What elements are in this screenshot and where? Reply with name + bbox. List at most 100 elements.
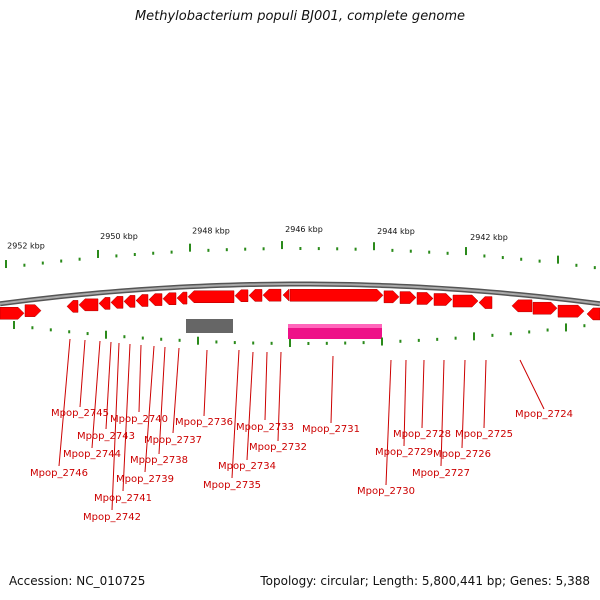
scale-tick (5, 260, 7, 269)
gene-block-gray (186, 319, 233, 333)
scale-tick (428, 250, 431, 254)
gene-arrow (557, 304, 585, 318)
scale-tick (170, 250, 173, 254)
topology-text: Topology: circular; Length: 5,800,441 bp… (260, 574, 590, 588)
scale-tick (270, 341, 273, 345)
gene-arrow (262, 288, 282, 302)
scale-tick (575, 263, 578, 267)
leader-line (144, 345, 155, 473)
scale-tick (160, 337, 163, 341)
leader-line (172, 347, 180, 434)
scale-ticks-bottom (13, 321, 586, 347)
scale-tick (491, 333, 494, 337)
gene-arrow (433, 293, 453, 306)
scale-tick (409, 249, 412, 253)
scale-tick (281, 241, 283, 250)
scale-tick (225, 248, 228, 252)
scale-tick (207, 248, 210, 252)
gene-label: Mpop_2746 (30, 468, 88, 479)
gene-label: Mpop_2733 (236, 422, 294, 433)
scale-tick (68, 330, 71, 334)
gene-label: Mpop_2742 (83, 512, 141, 523)
scale-tick (501, 256, 504, 260)
scale-tick (86, 332, 89, 336)
gene-label: Mpop_2737 (144, 435, 202, 446)
gene-arrow (187, 290, 235, 303)
gene-label: Mpop_2731 (302, 424, 360, 435)
gene-label: Mpop_2734 (218, 461, 276, 472)
scale-tick (509, 332, 512, 336)
gene-arrow (123, 295, 136, 308)
scale-tick (362, 341, 365, 345)
accession-text: Accession: NC_010725 (9, 574, 146, 588)
scale-tick (546, 328, 549, 332)
scale-label: 2950 kbp (100, 232, 138, 241)
gene-label: Mpop_2745 (51, 408, 109, 419)
leader-line (403, 359, 407, 447)
gene-arrow (282, 288, 290, 302)
leader-line (385, 359, 392, 486)
gene-arrow (452, 294, 479, 308)
scale-tick (354, 247, 357, 251)
scale-tick (446, 251, 449, 255)
scale-tick (60, 259, 63, 263)
gene-label: Mpop_2740 (110, 414, 168, 425)
scale-label: 2944 kbp (377, 227, 415, 236)
gene-arrow (289, 289, 384, 302)
scale-tick (289, 338, 291, 347)
scale-tick (593, 266, 596, 270)
scale-tick (325, 341, 328, 345)
gene-arrow (24, 304, 42, 317)
scale-tick (381, 337, 383, 346)
scale-tick (336, 247, 339, 251)
scale-tick (317, 247, 320, 251)
gene-label: Mpop_2730 (357, 486, 415, 497)
leader-line (330, 355, 334, 424)
gene-track-bottom (186, 319, 382, 339)
scale-label: 2948 kbp (192, 227, 230, 236)
gene-label: Mpop_2725 (455, 429, 513, 440)
scale-label: 2952 kbp (7, 242, 45, 251)
gene-arrow (383, 290, 400, 304)
scale-tick (152, 251, 155, 255)
scale-tick (307, 341, 310, 345)
leader-line (138, 344, 142, 413)
scale-tick (233, 341, 236, 345)
gene-block-highlight-shade (288, 324, 382, 328)
gene-arrow (98, 297, 111, 310)
scale-tick (520, 257, 523, 261)
gene-arrow (478, 296, 493, 309)
leader-line (246, 351, 254, 461)
leader-line (158, 346, 166, 455)
gene-label: Mpop_2741 (94, 493, 152, 504)
gene-arrow (135, 294, 149, 307)
gene-label: Mpop_2729 (375, 447, 433, 458)
scale-tick (49, 328, 52, 332)
scale-tick (344, 341, 347, 345)
gene-label: Mpop_2739 (116, 474, 174, 485)
scale-tick (189, 243, 191, 252)
gene-arrow (532, 301, 558, 315)
gene-arrow (399, 291, 417, 304)
scale-tick (123, 335, 126, 339)
scale-tick (78, 257, 81, 261)
leader-line (105, 341, 112, 430)
scale-tick (528, 330, 531, 334)
leader-line (277, 351, 282, 442)
scale-tick (538, 259, 541, 263)
leader-line (421, 359, 425, 429)
scale-tick (23, 263, 26, 267)
gene-label: Mpop_2743 (77, 431, 135, 442)
gene-arrow (78, 298, 99, 312)
gene-track-top (0, 288, 600, 321)
scale-tick (13, 321, 15, 330)
scale-tick (436, 337, 439, 341)
scale-tick (417, 338, 420, 342)
leader-line (461, 359, 466, 449)
genome-backbone (0, 281, 600, 307)
gene-arrow (248, 289, 263, 302)
gene-arrow (148, 293, 163, 306)
leader-line (440, 359, 445, 467)
scale-tick (97, 249, 99, 258)
